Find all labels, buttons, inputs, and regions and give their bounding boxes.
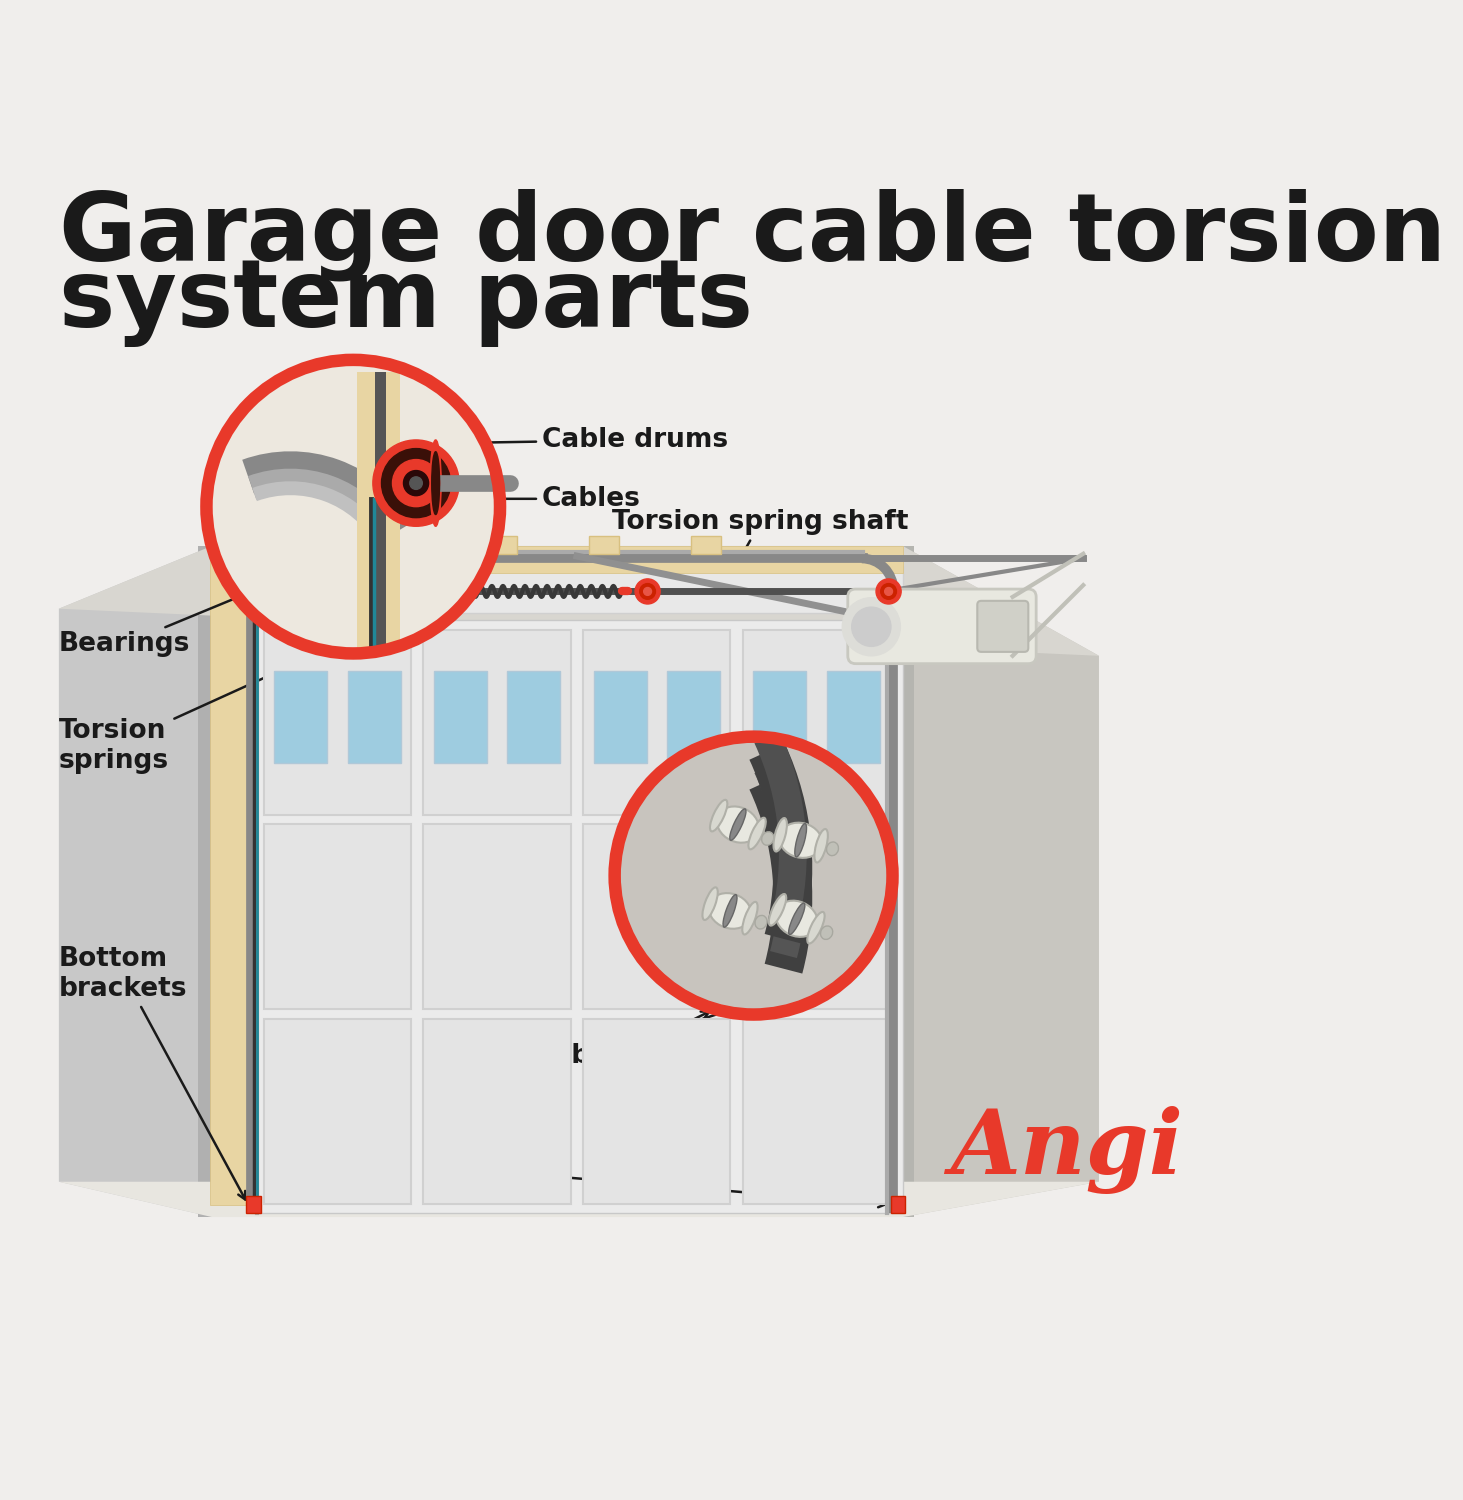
Ellipse shape	[815, 830, 828, 862]
Polygon shape	[233, 588, 271, 627]
Circle shape	[392, 459, 439, 507]
FancyBboxPatch shape	[375, 372, 386, 648]
FancyBboxPatch shape	[753, 670, 806, 764]
FancyBboxPatch shape	[691, 537, 721, 554]
FancyBboxPatch shape	[584, 825, 730, 1010]
FancyBboxPatch shape	[252, 566, 903, 612]
Circle shape	[206, 360, 500, 654]
FancyBboxPatch shape	[198, 546, 212, 1216]
Circle shape	[614, 736, 892, 1014]
FancyBboxPatch shape	[584, 630, 730, 815]
Text: Bearings: Bearings	[59, 585, 266, 657]
Polygon shape	[59, 546, 1099, 656]
Text: Garage door cable torsion: Garage door cable torsion	[59, 189, 1445, 280]
Ellipse shape	[742, 902, 758, 934]
Circle shape	[410, 477, 423, 489]
Circle shape	[644, 588, 651, 596]
Circle shape	[212, 366, 494, 648]
FancyBboxPatch shape	[743, 825, 890, 1010]
Ellipse shape	[710, 800, 727, 831]
Polygon shape	[212, 546, 253, 554]
Ellipse shape	[774, 818, 787, 852]
FancyBboxPatch shape	[263, 1019, 411, 1203]
Text: Torsion spring shaft: Torsion spring shaft	[613, 510, 909, 585]
Ellipse shape	[775, 900, 818, 938]
Circle shape	[635, 579, 660, 604]
Circle shape	[373, 440, 459, 526]
Circle shape	[639, 584, 655, 600]
Ellipse shape	[821, 926, 832, 939]
FancyBboxPatch shape	[435, 670, 487, 764]
Text: Torsion
springs: Torsion springs	[59, 590, 458, 774]
Circle shape	[259, 579, 284, 604]
Ellipse shape	[808, 912, 825, 944]
FancyBboxPatch shape	[827, 670, 879, 764]
Ellipse shape	[717, 807, 759, 843]
FancyBboxPatch shape	[743, 1019, 890, 1203]
Ellipse shape	[702, 888, 718, 920]
Ellipse shape	[762, 833, 774, 844]
Circle shape	[620, 742, 887, 1010]
FancyBboxPatch shape	[847, 590, 1036, 663]
FancyBboxPatch shape	[743, 630, 890, 815]
FancyBboxPatch shape	[584, 1019, 730, 1203]
FancyBboxPatch shape	[274, 670, 328, 764]
Circle shape	[843, 597, 900, 656]
FancyBboxPatch shape	[211, 546, 252, 1206]
Text: Cable drums: Cable drums	[414, 427, 727, 453]
Circle shape	[885, 588, 892, 596]
FancyBboxPatch shape	[357, 372, 401, 648]
Polygon shape	[59, 1182, 1099, 1216]
FancyBboxPatch shape	[423, 825, 571, 1010]
FancyBboxPatch shape	[508, 670, 560, 764]
FancyBboxPatch shape	[588, 537, 619, 554]
Circle shape	[876, 579, 901, 604]
Text: Angi: Angi	[949, 1106, 1182, 1194]
FancyBboxPatch shape	[348, 670, 401, 764]
FancyBboxPatch shape	[903, 546, 914, 1216]
Polygon shape	[59, 546, 212, 1216]
FancyBboxPatch shape	[263, 630, 411, 815]
FancyBboxPatch shape	[891, 1196, 906, 1214]
Text: Cable stops: Cable stops	[534, 1011, 710, 1070]
FancyBboxPatch shape	[263, 825, 411, 1010]
Text: Cables: Cables	[380, 486, 641, 512]
Ellipse shape	[794, 824, 806, 856]
Circle shape	[404, 471, 429, 495]
Text: system parts: system parts	[59, 255, 753, 348]
FancyBboxPatch shape	[246, 1196, 260, 1214]
Text: Bottom
brackets: Bottom brackets	[59, 945, 246, 1200]
Ellipse shape	[730, 808, 746, 840]
FancyBboxPatch shape	[594, 670, 647, 764]
FancyBboxPatch shape	[977, 602, 1028, 652]
FancyBboxPatch shape	[423, 1019, 571, 1203]
Ellipse shape	[749, 818, 765, 849]
FancyBboxPatch shape	[252, 621, 903, 1214]
Circle shape	[266, 588, 275, 596]
Ellipse shape	[755, 915, 767, 928]
Ellipse shape	[710, 892, 751, 928]
Circle shape	[212, 366, 494, 648]
FancyBboxPatch shape	[667, 670, 720, 764]
Ellipse shape	[780, 822, 822, 858]
Circle shape	[881, 584, 897, 600]
Circle shape	[263, 584, 278, 600]
Ellipse shape	[770, 894, 786, 926]
Ellipse shape	[827, 842, 838, 855]
Text: Safety cables: Safety cables	[376, 549, 742, 574]
Ellipse shape	[430, 440, 442, 526]
FancyBboxPatch shape	[252, 546, 903, 573]
Circle shape	[851, 608, 891, 646]
Ellipse shape	[723, 894, 737, 927]
FancyBboxPatch shape	[423, 630, 571, 815]
FancyBboxPatch shape	[487, 537, 516, 554]
Ellipse shape	[432, 452, 439, 514]
Ellipse shape	[789, 903, 805, 934]
Circle shape	[382, 448, 451, 518]
Polygon shape	[903, 546, 1099, 1216]
